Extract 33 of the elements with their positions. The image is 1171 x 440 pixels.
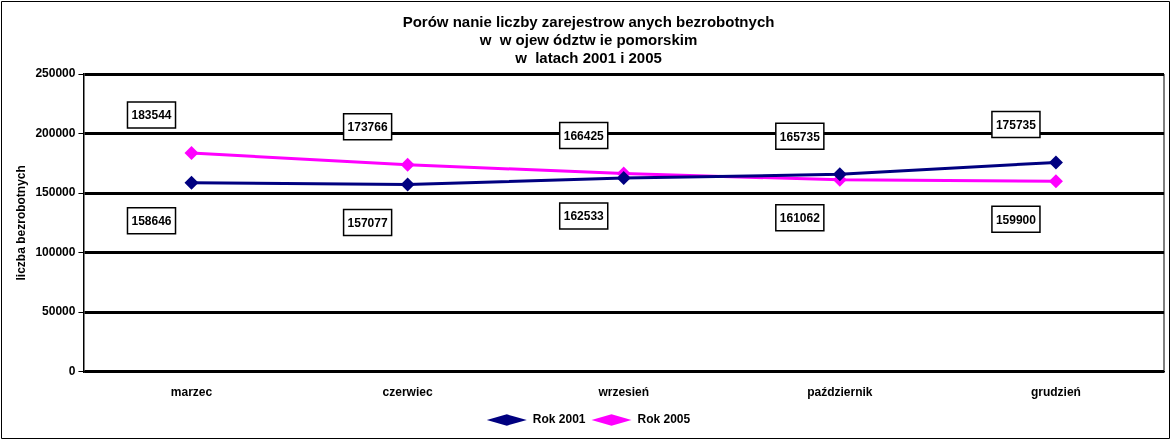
x-tick-label: grudzień	[1030, 385, 1081, 400]
legend-label: Rok 2005	[637, 412, 691, 427]
data-label: 165735	[779, 129, 821, 144]
x-tick-label: marzec	[170, 385, 213, 400]
point	[1048, 155, 1063, 170]
point	[616, 171, 631, 186]
point	[832, 167, 847, 182]
point	[184, 146, 199, 161]
data-label: 162533	[563, 209, 605, 224]
point	[400, 177, 415, 192]
data-label: 157077	[347, 215, 388, 230]
x-tick-label: czerwiec	[382, 385, 433, 400]
chart-title: Porów nanie liczby zarejestrow anych bezrobotnych w w ojew ództw ie pomorskim w latach 2001 i 2005	[402, 13, 775, 67]
y-tick-label: 200000	[35, 125, 76, 140]
y-tick-label: 50000	[42, 304, 76, 319]
y-axis-title: liczba bezrobotnych	[13, 165, 28, 281]
y-tick-label: 100000	[35, 244, 76, 259]
data-label: 158646	[131, 214, 172, 229]
data-label: 173766	[347, 120, 388, 135]
x-tick-label: październik	[807, 385, 873, 400]
data-label: 183544	[131, 108, 172, 123]
point	[400, 157, 415, 172]
point	[184, 175, 199, 190]
y-tick-label: 250000	[35, 66, 76, 81]
y-tick-label: 0	[68, 363, 76, 378]
data-label: 159900	[995, 212, 1037, 227]
legend-label: Rok 2001	[532, 412, 586, 427]
x-tick-label: wrzesień	[597, 385, 650, 400]
data-label: 161062	[779, 211, 821, 226]
y-tick-label: 150000	[35, 185, 76, 200]
point	[1048, 174, 1063, 189]
data-label: 175735	[995, 117, 1037, 132]
data-label: 166425	[563, 128, 605, 143]
